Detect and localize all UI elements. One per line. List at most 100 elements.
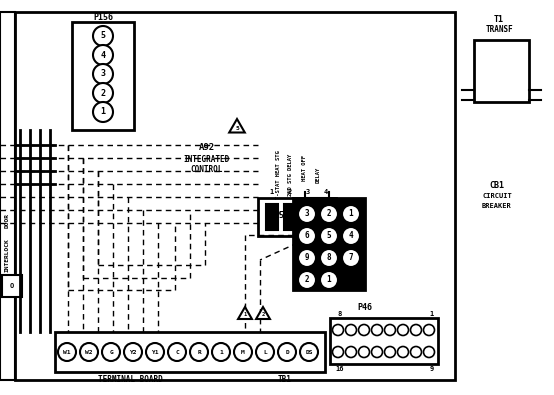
Text: P46: P46 [357,303,372,312]
Text: TERMINAL BOARD: TERMINAL BOARD [98,376,162,384]
Text: BREAKER: BREAKER [482,203,512,209]
Circle shape [398,346,408,357]
Polygon shape [256,307,270,319]
Circle shape [168,343,186,361]
Text: W1: W1 [63,350,71,354]
Text: T-STAT HEAT STG: T-STAT HEAT STG [275,150,280,199]
Text: P58: P58 [274,211,290,220]
Polygon shape [238,307,252,319]
Text: 1: 1 [348,209,353,218]
Text: G: G [109,350,113,354]
Text: 2ND STG DELAY: 2ND STG DELAY [288,154,293,196]
Text: T1: T1 [494,15,504,24]
Circle shape [384,325,396,335]
Text: W2: W2 [85,350,93,354]
Text: TRANSF: TRANSF [485,26,513,34]
Circle shape [372,346,382,357]
Circle shape [212,343,230,361]
Text: Y1: Y1 [151,350,159,354]
Bar [258,198,336,236]
Circle shape [298,205,316,223]
Text: 6: 6 [305,231,309,241]
Text: O: O [10,283,14,289]
Text: 1: 1 [219,350,223,354]
Bar [320,204,332,230]
Circle shape [234,343,252,361]
Circle shape [102,343,120,361]
Circle shape [146,343,164,361]
Text: Y2: Y2 [129,350,137,354]
Polygon shape [229,119,245,132]
Text: 2: 2 [100,88,105,98]
Circle shape [346,346,357,357]
Bar [0,12,15,380]
Text: 3: 3 [305,209,309,218]
Text: DS: DS [305,350,313,354]
Bar [55,332,325,372]
Text: 9: 9 [305,254,309,263]
Text: C: C [175,350,179,354]
Bar [266,204,278,230]
Circle shape [320,271,338,289]
Bar [293,198,365,290]
Bar [302,204,314,230]
Text: 2: 2 [305,275,309,284]
Circle shape [298,271,316,289]
Text: P156: P156 [93,13,113,23]
Text: 1: 1 [430,311,434,317]
Text: CB1: CB1 [490,181,505,190]
Text: 9: 9 [430,366,434,372]
Circle shape [93,64,113,84]
Circle shape [384,346,396,357]
Text: 4: 4 [100,51,105,60]
Circle shape [320,249,338,267]
Circle shape [411,325,422,335]
Text: TB1: TB1 [278,376,292,384]
Circle shape [320,205,338,223]
Circle shape [411,346,422,357]
Text: 1: 1 [243,312,247,318]
Text: CONTROL: CONTROL [191,166,223,175]
Circle shape [300,343,318,361]
Text: R: R [197,350,201,354]
Text: 3: 3 [306,189,310,195]
Bar [474,40,529,102]
Circle shape [256,343,274,361]
Circle shape [346,325,357,335]
Text: 5: 5 [327,231,331,241]
Text: 4: 4 [348,231,353,241]
Bar [330,318,438,364]
Text: D: D [285,350,289,354]
Text: HEAT OFF: HEAT OFF [302,155,307,181]
Text: 16: 16 [336,366,344,372]
Circle shape [398,325,408,335]
Text: L: L [263,350,267,354]
Circle shape [80,343,98,361]
Text: 1: 1 [327,275,331,284]
Circle shape [423,346,434,357]
Text: 2: 2 [261,312,265,318]
Text: 1: 1 [270,189,274,195]
Circle shape [358,325,370,335]
Circle shape [298,227,316,245]
Text: 8: 8 [338,311,342,317]
Circle shape [93,102,113,122]
Text: 2: 2 [288,189,292,195]
Text: 7: 7 [348,254,353,263]
Circle shape [124,343,142,361]
Circle shape [332,325,343,335]
Text: DOOR: DOOR [4,213,9,228]
Circle shape [58,343,76,361]
Text: 2: 2 [327,209,331,218]
Circle shape [342,205,360,223]
Circle shape [423,325,434,335]
Circle shape [93,83,113,103]
Circle shape [93,26,113,46]
Circle shape [298,249,316,267]
Circle shape [342,227,360,245]
Text: M: M [241,350,245,354]
Circle shape [278,343,296,361]
Text: A92: A92 [199,143,215,152]
Bar [15,12,455,380]
Circle shape [320,227,338,245]
